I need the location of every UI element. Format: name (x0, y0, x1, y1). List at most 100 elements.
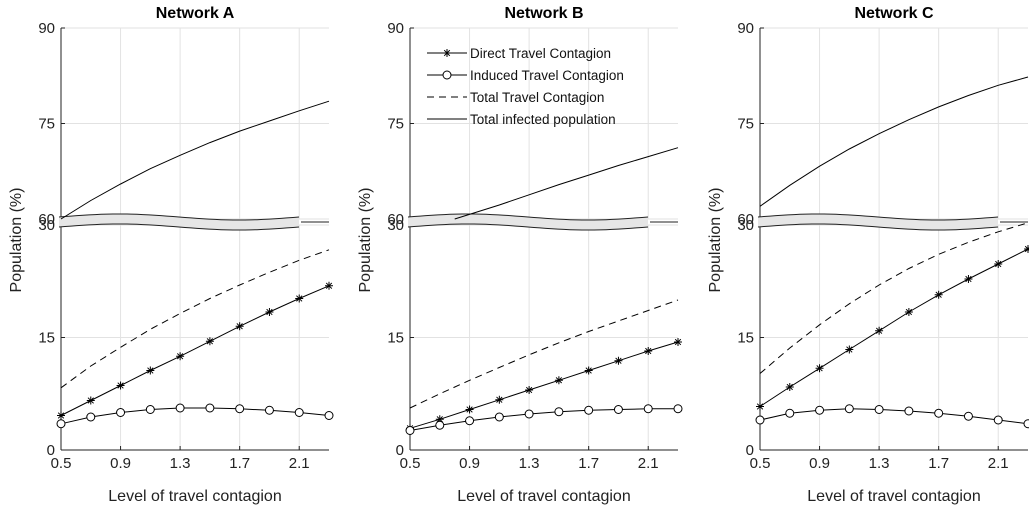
asterisk-marker (614, 356, 623, 365)
circle-marker (963, 411, 973, 421)
axis-break-edge (407, 223, 649, 231)
y-tick-label: 60 (38, 211, 55, 228)
asterisk-marker (295, 294, 304, 303)
y-tick-label: 0 (396, 442, 404, 459)
asterisk-marker (674, 338, 682, 346)
y-tick-label: 75 (387, 116, 404, 133)
chart-title: Network C (854, 5, 934, 22)
axis-break-edge (407, 213, 649, 221)
x-tick-label: 1.7 (229, 455, 250, 472)
circle-marker (405, 426, 415, 435)
series-direct-travel-contagion-line (759, 248, 1029, 407)
circle-marker (643, 404, 653, 414)
axis-break-edge (58, 223, 300, 231)
circle-marker (815, 405, 825, 415)
circle-marker (524, 409, 534, 419)
series-total-infected-population-line (454, 147, 679, 220)
asterisk-marker (86, 396, 95, 405)
circle-marker (235, 404, 245, 414)
chart-title: Network A (156, 5, 235, 22)
circle-marker (934, 408, 944, 418)
legend-label: Total Travel Contagion (470, 90, 604, 105)
asterisk-marker (235, 322, 244, 331)
circle-marker (1023, 419, 1029, 429)
y-axis-label: Population (%) (707, 188, 724, 293)
y-tick-label: 75 (737, 116, 754, 133)
circle-marker (264, 405, 274, 415)
asterisk-marker (554, 376, 563, 385)
asterisk-marker (934, 290, 943, 299)
series-total-infected-population-line (759, 76, 1029, 207)
asterisk-marker (994, 260, 1003, 268)
axis-break-band (408, 214, 648, 230)
circle-marker (116, 408, 126, 417)
axis-break-edge (757, 223, 999, 231)
series-induced-travel-contagion-line (409, 408, 678, 431)
series-total-travel-contagion-line (60, 249, 330, 389)
x-tick-label: 1.3 (869, 455, 890, 472)
y-axis-label: Population (%) (8, 188, 25, 293)
legend-label: Induced Travel Contagion (470, 68, 624, 83)
circle-marker (874, 405, 884, 414)
x-tick-label: 0.5 (750, 455, 771, 472)
series-induced-travel-contagion-line (60, 407, 330, 425)
series-induced-travel-contagion-line (759, 408, 1029, 425)
asterisk-marker (265, 308, 274, 316)
asterisk-marker (465, 405, 474, 414)
y-tick-label: 75 (38, 116, 55, 133)
circle-marker (755, 415, 765, 425)
circle-marker (613, 405, 623, 414)
circle-marker (554, 407, 564, 417)
circle-marker (785, 408, 795, 418)
axis-break-edge (58, 213, 300, 221)
circle-marker (56, 419, 66, 429)
circle-marker (324, 411, 334, 420)
circle-marker (465, 416, 475, 426)
legend-asterisk-marker (443, 49, 451, 57)
x-axis-label: Level of travel contagion (457, 488, 630, 505)
circle-marker (86, 412, 96, 422)
axis-break-edge (757, 213, 999, 221)
y-axis-label: Population (%) (357, 188, 374, 293)
circle-marker (844, 404, 854, 414)
asterisk-marker (325, 281, 333, 290)
asterisk-marker (875, 326, 884, 335)
series-direct-travel-contagion-line (409, 341, 679, 429)
circle-marker (673, 404, 683, 414)
asterisk-marker (205, 337, 214, 346)
asterisk-marker (1024, 245, 1029, 253)
y-tick-label: 0 (47, 442, 55, 459)
asterisk-marker (756, 402, 764, 411)
circle-marker (494, 412, 504, 422)
x-tick-label: 2.1 (988, 455, 1009, 472)
x-tick-label: 2.1 (289, 455, 310, 472)
circle-marker (435, 420, 445, 430)
asterisk-marker (146, 366, 155, 375)
axis-break-band (758, 214, 998, 230)
circle-marker (294, 408, 304, 417)
circle-marker (175, 403, 185, 413)
asterisk-marker (785, 383, 794, 391)
x-axis-label: Level of travel contagion (807, 488, 980, 505)
y-tick-label: 90 (387, 20, 404, 37)
y-tick-label: 30 (387, 217, 404, 234)
legend-label: Direct Travel Contagion (470, 46, 611, 61)
asterisk-marker (525, 386, 534, 394)
x-tick-label: 0.5 (51, 455, 72, 472)
y-tick-label: 15 (38, 330, 55, 347)
legend-circle-marker (442, 70, 452, 80)
circle-marker (993, 415, 1003, 425)
y-tick-label: 0 (746, 442, 754, 459)
y-tick-label: 15 (387, 330, 404, 347)
series-direct-travel-contagion-line (60, 285, 330, 416)
x-tick-label: 1.3 (170, 455, 191, 472)
circle-marker (584, 405, 594, 415)
x-tick-label: 0.5 (400, 455, 421, 472)
x-tick-label: 0.9 (110, 455, 131, 472)
circle-marker (145, 405, 155, 414)
y-tick-label: 30 (38, 217, 55, 234)
